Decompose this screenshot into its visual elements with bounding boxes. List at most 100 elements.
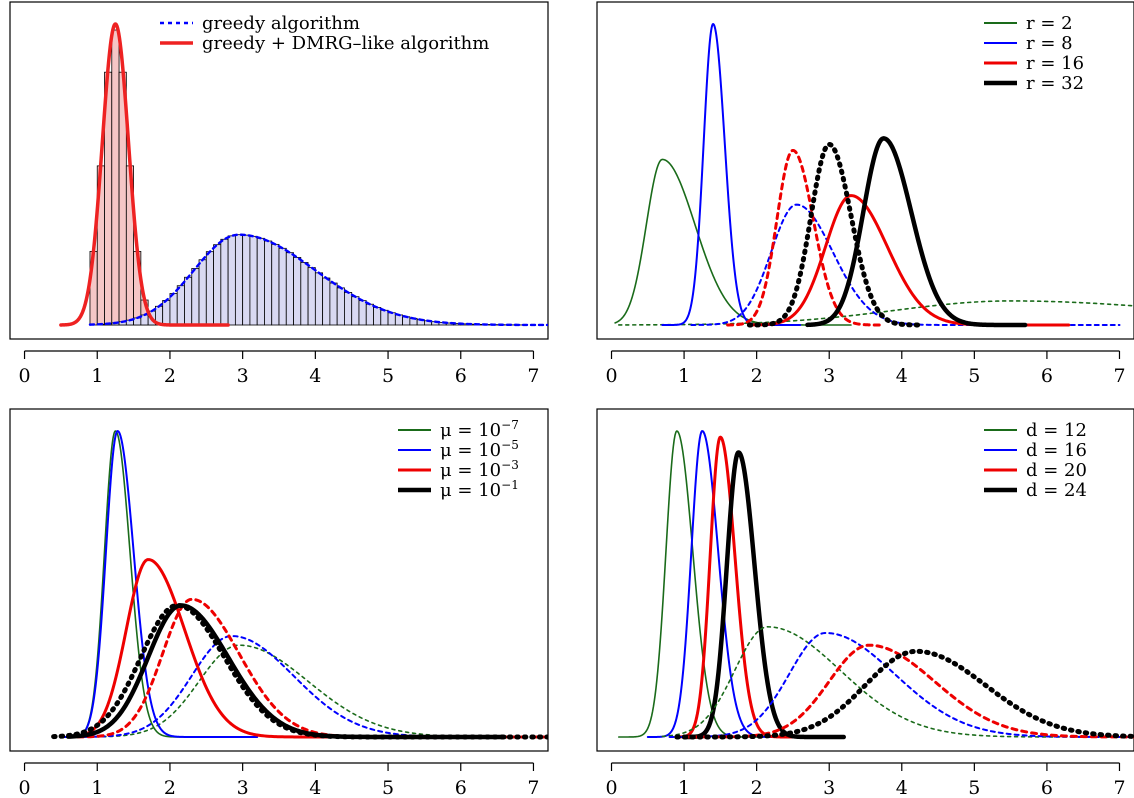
x-tick-label: 4 <box>896 777 908 798</box>
series-line <box>65 603 507 740</box>
legend-exponent: −3 <box>501 458 519 472</box>
plot-area <box>51 430 548 740</box>
x-tick-label: 0 <box>18 365 30 387</box>
series-line <box>726 148 882 327</box>
plot-area <box>614 23 1134 328</box>
histogram-bar <box>111 29 120 326</box>
series-line <box>59 430 259 738</box>
histogram-bar <box>205 251 214 326</box>
x-tick-label: 1 <box>678 777 690 798</box>
x-tick-label: 1 <box>91 365 103 387</box>
x-tick-label: 6 <box>455 365 467 387</box>
x-tick-label: 7 <box>1113 365 1125 387</box>
histogram-bar <box>264 240 273 326</box>
series-line <box>681 450 846 740</box>
histogram-bar <box>278 247 287 326</box>
x-tick-label: 7 <box>527 365 539 387</box>
panel-2: 0 1 2 3 4 5 6 7 r = 2r = 8r = 16r = 32 <box>596 1 1134 387</box>
x-tick-label: 6 <box>1041 365 1053 387</box>
x-tick-label: 4 <box>309 777 321 798</box>
x-tick-label: 2 <box>751 777 763 798</box>
histogram-bar <box>220 238 229 326</box>
histogram-bar <box>227 235 236 326</box>
histogram-bar <box>256 237 265 326</box>
legend-label: d = 24 <box>1026 480 1087 501</box>
histogram-bar <box>307 267 316 326</box>
x-tick-label: 5 <box>382 365 394 387</box>
histogram-bar <box>358 300 367 326</box>
histogram-bar <box>191 268 200 326</box>
histogram-bar <box>351 296 360 326</box>
x-tick-label: 2 <box>164 777 176 798</box>
histogram-bar <box>162 300 171 326</box>
x-tick-label: 4 <box>309 365 321 387</box>
series-line <box>746 141 927 328</box>
histogram-bar <box>394 314 403 326</box>
series-line <box>668 631 1134 738</box>
x-tick-label: 4 <box>896 365 908 387</box>
histogram-bar <box>300 262 309 326</box>
legend: μ = 10−7μ = 10−5μ = 10−3μ = 10−1 <box>398 418 519 501</box>
panel-3: 0 1 2 3 4 5 6 7 μ = 10−7μ = 10−5μ = 10−3μ = 10−1 <box>9 408 549 798</box>
histogram-bar <box>322 277 331 326</box>
histogram-bar <box>234 234 244 326</box>
histogram-bar <box>249 235 258 326</box>
histogram-bar <box>344 292 353 326</box>
x-tick-label: 0 <box>605 365 617 387</box>
histogram-bar <box>271 243 280 326</box>
legend-label: r = 32 <box>1026 73 1084 94</box>
histogram-bar <box>314 272 324 326</box>
x-tick-label: 1 <box>91 777 103 798</box>
x-tick-label: 5 <box>968 365 980 387</box>
x-tick-label: 3 <box>823 777 835 798</box>
legend-label: greedy algorithm <box>202 13 360 34</box>
legend-label: d = 12 <box>1026 420 1087 441</box>
histogram-bar <box>380 309 389 326</box>
legend-label: greedy + DMRG–like algorithm <box>202 33 489 54</box>
histogram-bar <box>336 287 345 326</box>
x-tick-label: 2 <box>164 365 176 387</box>
series-line <box>690 203 1121 326</box>
plot-frame <box>596 408 1134 752</box>
x-tick-label: 3 <box>237 777 249 798</box>
legend-label: d = 20 <box>1026 460 1087 481</box>
series-line <box>675 435 846 739</box>
legend: d = 12d = 16d = 20d = 24 <box>984 420 1087 501</box>
histogram-bar <box>387 312 396 326</box>
x-tick-label: 7 <box>527 777 539 798</box>
series-line <box>60 644 548 738</box>
series-line <box>617 300 1134 326</box>
histogram-bar <box>169 293 178 326</box>
legend-label: μ = 10−5 <box>440 438 519 461</box>
x-tick-label: 0 <box>605 777 617 798</box>
series-line <box>88 233 548 327</box>
plot-frame <box>596 1 1134 340</box>
legend-label: r = 16 <box>1026 53 1084 74</box>
x-tick-label: 6 <box>1041 777 1053 798</box>
legend: r = 2r = 8r = 16r = 32 <box>984 13 1084 94</box>
series-line <box>661 626 1134 738</box>
series-line <box>66 597 548 739</box>
histogram-bar <box>285 252 294 326</box>
x-tick-label: 1 <box>678 365 690 387</box>
x-tick-label: 3 <box>237 365 249 387</box>
x-tick-label: 0 <box>18 777 30 798</box>
series-line <box>617 430 845 738</box>
legend-label: r = 8 <box>1026 33 1073 54</box>
histogram-bar <box>329 282 338 326</box>
x-tick-label: 6 <box>455 777 467 798</box>
legend-exponent: −1 <box>501 478 519 492</box>
series-line <box>805 136 1028 328</box>
plot-frame <box>9 1 549 340</box>
histogram-bar <box>198 259 207 326</box>
histogram-bar <box>293 257 302 326</box>
x-tick-label: 5 <box>382 777 394 798</box>
legend-label: μ = 10−3 <box>440 458 519 481</box>
legend-exponent: −7 <box>501 418 519 432</box>
plot-area <box>617 430 1134 740</box>
panel-4: 0 1 2 3 4 5 6 7 d = 12d = 16d = 20d = 24 <box>596 408 1134 798</box>
histogram-bar <box>242 234 251 326</box>
legend-label: μ = 10−7 <box>440 418 519 441</box>
